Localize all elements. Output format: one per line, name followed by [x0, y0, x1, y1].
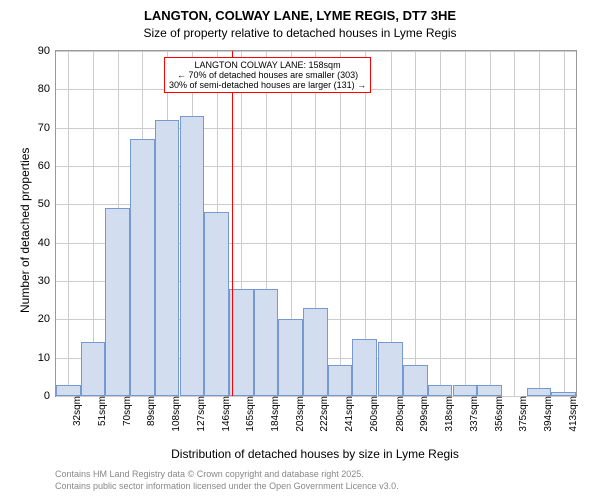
histogram-bar [453, 385, 478, 397]
x-tick-label: 70sqm [118, 396, 133, 426]
y-tick-label: 30 [38, 275, 56, 287]
annotation-line-2: ← 70% of detached houses are smaller (30… [169, 70, 366, 80]
x-tick-label: 222sqm [315, 396, 330, 432]
histogram-bar [527, 388, 552, 396]
x-axis-label: Distribution of detached houses by size … [55, 447, 575, 461]
gridline-vertical [514, 51, 515, 396]
marker-line [232, 51, 233, 396]
y-tick-label: 10 [38, 352, 56, 364]
histogram-bar [56, 385, 81, 397]
x-tick-label: 413sqm [564, 396, 579, 432]
y-tick-label: 90 [38, 45, 56, 57]
gridline-vertical [539, 51, 540, 396]
histogram-bar [428, 385, 453, 397]
gridline-vertical [340, 51, 341, 396]
histogram-bar [155, 120, 180, 396]
y-tick-label: 0 [44, 390, 56, 402]
annotation-line-1: LANGTON COLWAY LANE: 158sqm [169, 60, 366, 70]
histogram-bar [180, 116, 205, 396]
histogram-bar [254, 289, 279, 396]
x-tick-label: 32sqm [68, 396, 83, 426]
plot-area: 010203040506070809032sqm51sqm70sqm89sqm1… [55, 50, 577, 397]
x-tick-label: 356sqm [490, 396, 505, 432]
x-tick-label: 203sqm [291, 396, 306, 432]
y-tick-label: 20 [38, 313, 56, 325]
x-tick-label: 375sqm [514, 396, 529, 432]
attribution-line-1: Contains HM Land Registry data © Crown c… [55, 469, 364, 479]
gridline-vertical [68, 51, 69, 396]
y-tick-label: 60 [38, 160, 56, 172]
histogram-bar [204, 212, 229, 396]
gridline-vertical [440, 51, 441, 396]
x-tick-label: 89sqm [142, 396, 157, 426]
histogram-bar [328, 365, 353, 396]
x-tick-label: 165sqm [241, 396, 256, 432]
histogram-bar [403, 365, 428, 396]
annotation-box: LANGTON COLWAY LANE: 158sqm← 70% of deta… [164, 57, 371, 93]
chart-container: LANGTON, COLWAY LANE, LYME REGIS, DT7 3H… [0, 0, 600, 500]
histogram-bar [105, 208, 130, 396]
x-tick-label: 394sqm [539, 396, 554, 432]
chart-subtitle: Size of property relative to detached ho… [0, 26, 600, 40]
x-tick-label: 299sqm [415, 396, 430, 432]
histogram-bar [81, 342, 106, 396]
attribution-line-2: Contains public sector information licen… [55, 481, 399, 491]
annotation-line-3: 30% of semi-detached houses are larger (… [169, 80, 366, 90]
y-tick-label: 70 [38, 122, 56, 134]
x-tick-label: 241sqm [340, 396, 355, 432]
x-tick-label: 184sqm [266, 396, 281, 432]
histogram-bar [378, 342, 403, 396]
chart-title: LANGTON, COLWAY LANE, LYME REGIS, DT7 3H… [0, 8, 600, 23]
gridline-vertical [564, 51, 565, 396]
y-axis-label: Number of detached properties [18, 147, 32, 312]
x-tick-label: 146sqm [217, 396, 232, 432]
y-tick-label: 80 [38, 83, 56, 95]
histogram-bar [477, 385, 502, 397]
gridline-vertical [415, 51, 416, 396]
x-tick-label: 51sqm [93, 396, 108, 426]
x-tick-label: 127sqm [192, 396, 207, 432]
gridline-vertical [465, 51, 466, 396]
x-tick-label: 108sqm [167, 396, 182, 432]
histogram-bar [352, 339, 377, 397]
x-tick-label: 318sqm [440, 396, 455, 432]
histogram-bar [278, 319, 303, 396]
histogram-bar [303, 308, 328, 396]
x-tick-label: 337sqm [465, 396, 480, 432]
y-tick-label: 50 [38, 198, 56, 210]
gridline-vertical [490, 51, 491, 396]
x-tick-label: 280sqm [391, 396, 406, 432]
x-tick-label: 260sqm [365, 396, 380, 432]
histogram-bar [130, 139, 155, 396]
y-tick-label: 40 [38, 237, 56, 249]
